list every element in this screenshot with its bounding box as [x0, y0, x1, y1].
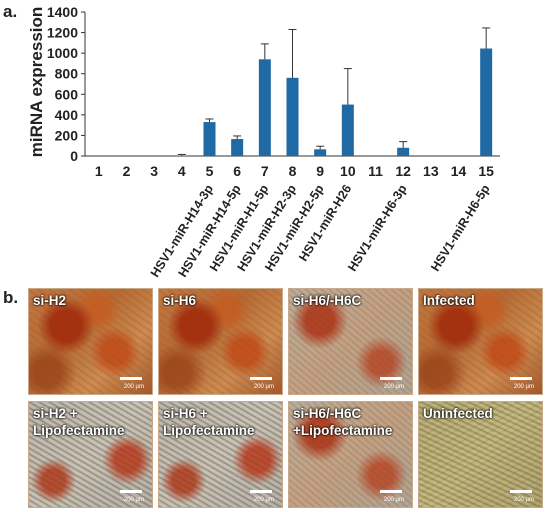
- x-tick-label: 12: [395, 163, 411, 179]
- x-tick-label: 15: [478, 163, 494, 179]
- micrograph-infected: Infected 200 µm: [418, 288, 543, 395]
- y-tick-label: 800: [55, 66, 79, 82]
- scale-bar-label: 200 µm: [513, 497, 534, 503]
- micrograph-si-h2: si-H2 200 µm: [28, 288, 153, 395]
- scale-bar: [120, 490, 142, 493]
- micrograph-label: si-H6/-H6C +Lipofectamine: [293, 406, 393, 438]
- micrograph-label: si-H2: [33, 293, 67, 308]
- bar: [341, 104, 354, 156]
- bar: [480, 48, 493, 157]
- x-tick-label: 8: [289, 163, 297, 179]
- y-tick-label: 200: [55, 127, 79, 143]
- bar-name-labels: HSV1-miR-H14-3pHSV1-miR-H14-5pHSV1-miR-H…: [148, 182, 493, 280]
- x-tick-label: 11: [368, 163, 383, 179]
- bar: [175, 155, 188, 156]
- y-tick-label: 1000: [47, 45, 78, 61]
- scale-bar-label: 200 µm: [383, 497, 404, 503]
- x-tick-label: 7: [261, 163, 269, 179]
- scale-bar: [510, 377, 532, 380]
- x-tick-label: 3: [150, 163, 158, 179]
- bar: [258, 59, 271, 156]
- bar: [397, 147, 410, 156]
- bar-name-label: HSV1-miR-H6-3p: [345, 182, 410, 274]
- bar-name-label: HSV1-miR-H6-5p: [428, 182, 493, 274]
- x-tick-label: 9: [316, 163, 324, 179]
- y-tick-label: 400: [55, 107, 79, 123]
- scale-bar-label: 200 µm: [123, 497, 144, 503]
- scale-bar: [380, 377, 402, 380]
- y-tick-label: 0: [70, 148, 78, 164]
- bars: [175, 27, 493, 157]
- micrograph-si-h6-h6c-lipofectamine: si-H6/-H6C +Lipofectamine 200 µm: [288, 401, 413, 508]
- bar: [231, 139, 244, 156]
- micrograph-label: si-H6 + Lipofectamine: [163, 406, 255, 438]
- x-axis: 1 2 3 4 5 6 7 8 9 10 11 12 13 14 15: [85, 155, 500, 179]
- micrograph-grid: si-H2 200 µm si-H6 200 µm si-H6/-H6C 200…: [28, 288, 548, 512]
- scale-bar: [120, 377, 142, 380]
- x-tick-label: 13: [423, 163, 439, 179]
- panel-b-label: b.: [3, 288, 19, 307]
- micrograph-label: si-H2 + Lipofectamine: [33, 406, 125, 438]
- y-axis: 0 200 400 600 800 1000 1200 1400: [47, 4, 86, 164]
- micrograph-label: si-H6/-H6C: [293, 293, 362, 308]
- x-tick-label: 2: [123, 163, 131, 179]
- micrograph-si-h6-h6c: si-H6/-H6C 200 µm: [288, 288, 413, 395]
- bar: [203, 122, 216, 156]
- scale-bar-label: 200 µm: [123, 384, 144, 390]
- micrograph-label: si-H6: [163, 293, 197, 308]
- x-tick-label: 4: [178, 163, 186, 179]
- x-tick-label: 6: [233, 163, 241, 179]
- y-axis-label: miRNA expression: [27, 7, 46, 158]
- scale-bar-label: 200 µm: [383, 384, 404, 390]
- scale-bar-label: 200 µm: [253, 384, 274, 390]
- micrograph-uninfected: Uninfected 200 µm: [418, 401, 543, 508]
- y-tick-label: 1200: [47, 25, 78, 41]
- scale-bar: [510, 490, 532, 493]
- x-tick-label: 1: [95, 163, 103, 179]
- micrograph-si-h6-lipofectamine: si-H6 + Lipofectamine 200 µm: [158, 401, 283, 508]
- y-tick-label: 1400: [47, 4, 78, 20]
- micrograph-label: Uninfected: [423, 406, 493, 421]
- x-tick-label: 5: [206, 163, 214, 179]
- x-tick-label: 10: [340, 163, 356, 179]
- bar: [286, 77, 299, 156]
- micrograph-label: Infected: [423, 293, 475, 308]
- scale-bar: [380, 490, 402, 493]
- bar: [314, 149, 327, 156]
- bar-chart: miRNA expression 02004006008001000120014…: [27, 4, 500, 280]
- scale-bar-label: 200 µm: [253, 497, 274, 503]
- scale-bar: [250, 490, 272, 493]
- micrograph-si-h6: si-H6 200 µm: [158, 288, 283, 395]
- scale-bar-label: 200 µm: [513, 384, 534, 390]
- x-tick-label: 14: [451, 163, 467, 179]
- micrograph-si-h2-lipofectamine: si-H2 + Lipofectamine 200 µm: [28, 401, 153, 508]
- y-tick-label: 600: [55, 86, 79, 102]
- scale-bar: [250, 377, 272, 380]
- panel-a-label: a.: [3, 2, 18, 21]
